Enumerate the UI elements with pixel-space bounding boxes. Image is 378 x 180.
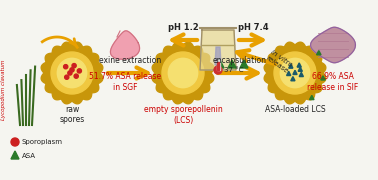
Text: raw
spores: raw spores <box>59 105 85 124</box>
Text: Sporoplasm: Sporoplasm <box>22 139 63 145</box>
Circle shape <box>11 138 19 146</box>
Polygon shape <box>299 72 304 76</box>
Text: Lycopodium clavatum: Lycopodium clavatum <box>2 60 6 120</box>
Polygon shape <box>215 47 221 65</box>
Circle shape <box>68 71 72 75</box>
Polygon shape <box>240 60 248 68</box>
Circle shape <box>64 65 68 69</box>
Circle shape <box>274 52 316 94</box>
Polygon shape <box>41 42 103 104</box>
Text: ASA: ASA <box>22 153 36 159</box>
Text: in vitro
release: in vitro release <box>265 49 293 75</box>
Circle shape <box>162 52 204 94</box>
Circle shape <box>280 58 310 88</box>
Polygon shape <box>291 76 295 81</box>
Polygon shape <box>321 76 325 80</box>
Text: pH 7.4: pH 7.4 <box>238 23 268 32</box>
Polygon shape <box>200 30 236 70</box>
Circle shape <box>77 69 81 73</box>
Circle shape <box>72 64 76 68</box>
Polygon shape <box>316 51 321 55</box>
Polygon shape <box>310 95 314 100</box>
Text: empty sporepollenin
(LCS): empty sporepollenin (LCS) <box>144 105 222 125</box>
Polygon shape <box>228 60 236 68</box>
Text: exine extraction: exine extraction <box>99 56 161 65</box>
Polygon shape <box>287 71 291 76</box>
Text: 51.7% ASA release
in SGF: 51.7% ASA release in SGF <box>89 72 161 92</box>
Text: 37 °C: 37 °C <box>224 67 243 73</box>
Text: 66.9% ASA
release in SIF: 66.9% ASA release in SIF <box>307 72 359 92</box>
Polygon shape <box>11 151 19 159</box>
Polygon shape <box>293 70 297 75</box>
Circle shape <box>65 75 69 79</box>
Circle shape <box>51 52 93 94</box>
Circle shape <box>70 68 74 72</box>
Text: encapsulation: encapsulation <box>213 56 267 65</box>
Polygon shape <box>264 42 326 104</box>
Polygon shape <box>216 60 224 68</box>
Polygon shape <box>110 31 139 59</box>
Polygon shape <box>217 60 220 70</box>
Polygon shape <box>289 64 293 68</box>
Circle shape <box>168 58 198 88</box>
Polygon shape <box>297 63 301 67</box>
Polygon shape <box>311 27 355 63</box>
Text: pH 1.2: pH 1.2 <box>167 23 198 32</box>
Text: ASA-loaded LCS: ASA-loaded LCS <box>265 105 325 114</box>
Circle shape <box>74 74 78 78</box>
Polygon shape <box>152 42 214 104</box>
Circle shape <box>57 58 87 88</box>
Polygon shape <box>298 67 302 71</box>
Polygon shape <box>217 62 219 70</box>
Circle shape <box>214 66 222 74</box>
